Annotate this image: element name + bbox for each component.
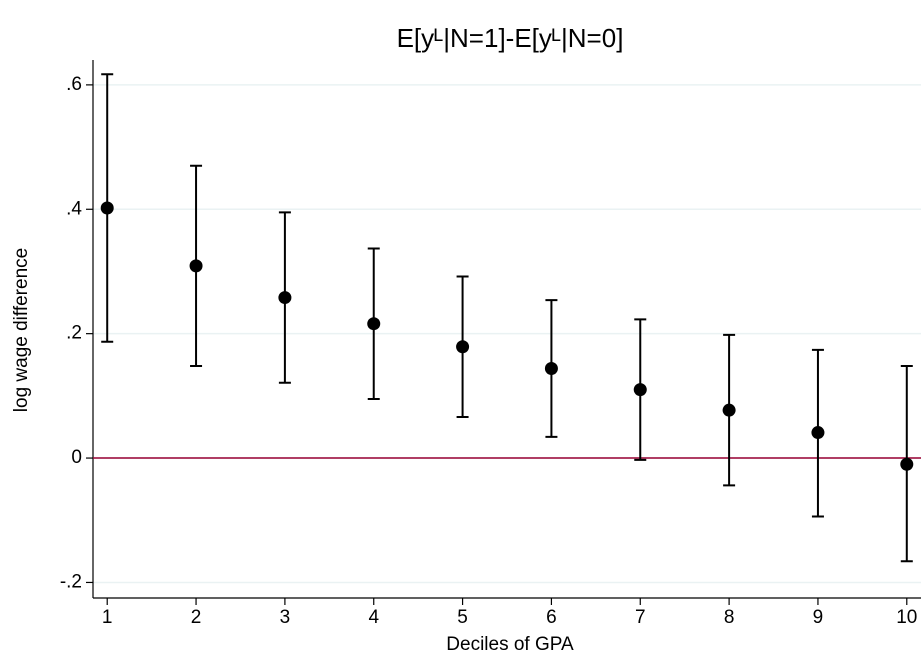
y-tick-label: .4	[66, 198, 82, 219]
point	[189, 259, 203, 273]
y-tick-label: 0	[71, 447, 82, 468]
x-tick-label: 9	[813, 607, 824, 628]
x-tick-label: 8	[724, 607, 735, 628]
point	[811, 426, 825, 440]
y-tick-label: -.2	[60, 571, 82, 592]
x-tick-label: 7	[635, 607, 646, 628]
x-tick-label: 5	[457, 607, 468, 628]
point	[633, 383, 647, 397]
x-tick-label: 3	[280, 607, 291, 628]
x-tick-label: 4	[368, 607, 379, 628]
y-tick-label: .2	[66, 323, 82, 344]
point	[100, 201, 114, 215]
y-tick-label: .6	[66, 74, 82, 95]
point	[367, 317, 381, 331]
x-tick-label: 2	[191, 607, 202, 628]
x-axis-label: Deciles of GPA	[446, 634, 574, 655]
x-tick-label: 6	[546, 607, 557, 628]
x-tick-label: 10	[896, 607, 917, 628]
point	[456, 340, 470, 354]
chart-title: E[yᴸ|N=1]-E[yᴸ|N=0]	[397, 23, 624, 53]
point	[278, 291, 292, 305]
y-axis-label: log wage difference	[11, 248, 32, 412]
point	[722, 403, 736, 417]
x-tick-label: 1	[102, 607, 113, 628]
point	[900, 457, 914, 471]
point	[544, 361, 558, 375]
